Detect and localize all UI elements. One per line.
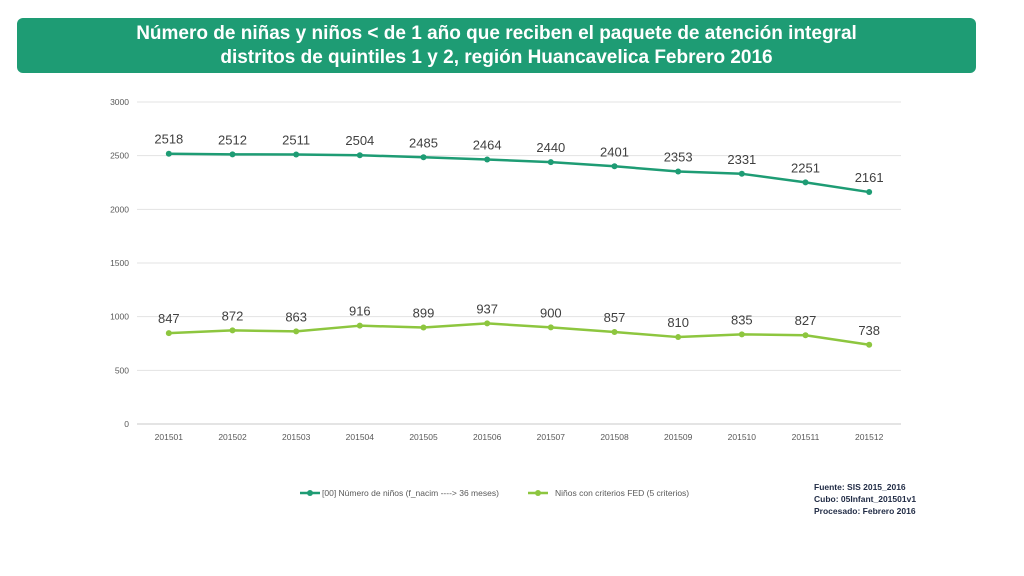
y-tick-label: 1500: [110, 258, 129, 268]
data-point: [611, 163, 618, 170]
data-label: 2485: [409, 135, 438, 150]
data-label: 835: [731, 312, 753, 327]
y-tick-label: 2500: [110, 151, 129, 161]
data-label: 2161: [855, 170, 884, 185]
x-tick-label: 201512: [855, 432, 884, 442]
data-point: [229, 327, 236, 334]
data-label: 872: [222, 308, 244, 323]
data-label: 2251: [791, 160, 820, 175]
x-tick-label: 201503: [282, 432, 311, 442]
source-note: Fuente: SIS 2015_2016 Cubo: 05Infant_201…: [814, 481, 916, 517]
data-point: [802, 332, 809, 339]
data-point: [293, 151, 300, 158]
data-point: [802, 179, 809, 186]
data-label: 900: [540, 305, 562, 320]
chart-title-line1: Número de niñas y niños < de 1 año que r…: [136, 23, 857, 44]
legend-marker: [535, 490, 541, 496]
data-point: [420, 154, 427, 161]
series-line: [168, 322, 870, 347]
processed-line: Procesado: Febrero 2016: [814, 506, 916, 516]
data-label: 863: [285, 309, 307, 324]
series-line: [168, 152, 870, 194]
x-tick-label: 201504: [346, 432, 375, 442]
data-point: [675, 334, 682, 341]
cube-line: Cubo: 05Infant_201501v1: [814, 494, 917, 504]
data-label: 916: [349, 304, 371, 319]
data-point: [484, 320, 491, 327]
y-tick-label: 2000: [110, 204, 129, 214]
data-label: 857: [604, 310, 626, 325]
x-tick-label: 201510: [728, 432, 757, 442]
data-label: 2464: [473, 138, 502, 153]
data-label: 738: [858, 323, 880, 338]
x-tick-label: 201507: [537, 432, 566, 442]
data-point: [293, 328, 300, 335]
data-label: 2353: [664, 149, 693, 164]
x-tick-label: 201505: [409, 432, 438, 442]
data-point: [547, 159, 554, 166]
source-line: Fuente: SIS 2015_2016: [814, 482, 906, 492]
data-point: [866, 341, 873, 348]
legend-label: [00] Número de niños (f_nacim ----> 36 m…: [322, 488, 499, 498]
x-tick-label: 201506: [473, 432, 502, 442]
data-point: [356, 322, 363, 329]
data-label: 810: [667, 315, 689, 330]
chart-title-banner: Número de niñas y niños < de 1 año que r…: [17, 18, 976, 73]
x-tick-label: 201509: [664, 432, 693, 442]
data-label: 2401: [600, 144, 629, 159]
x-tick-label: 201508: [600, 432, 629, 442]
data-point: [866, 189, 873, 196]
x-tick-label: 201501: [155, 432, 184, 442]
data-point: [738, 170, 745, 177]
data-label: 847: [158, 311, 180, 326]
data-point: [229, 151, 236, 158]
data-label: 899: [413, 306, 435, 321]
data-label: 2440: [536, 140, 565, 155]
data-point: [165, 150, 172, 157]
legend-marker: [307, 490, 313, 496]
data-label: 2512: [218, 132, 247, 147]
data-label: 2504: [345, 133, 374, 148]
data-point: [420, 324, 427, 331]
chart-title-line2: distritos de quintiles 1 y 2, región Hua…: [220, 47, 773, 68]
y-tick-label: 3000: [110, 97, 129, 107]
data-point: [484, 156, 491, 163]
x-tick-label: 201502: [218, 432, 247, 442]
data-point: [611, 329, 618, 336]
data-point: [165, 330, 172, 337]
data-point: [675, 168, 682, 175]
data-label: 2518: [154, 132, 183, 147]
data-point: [547, 324, 554, 331]
data-label: 827: [795, 313, 817, 328]
data-label: 937: [476, 301, 498, 316]
y-tick-label: 500: [115, 365, 129, 375]
y-tick-label: 1000: [110, 312, 129, 322]
data-point: [738, 331, 745, 338]
data-label: 2331: [727, 152, 756, 167]
data-point: [356, 152, 363, 159]
data-label: 2511: [282, 132, 310, 147]
y-tick-label: 0: [124, 419, 129, 429]
legend-label: Niños con criterios FED (5 criterios): [555, 488, 689, 498]
x-tick-label: 201511: [792, 432, 820, 442]
